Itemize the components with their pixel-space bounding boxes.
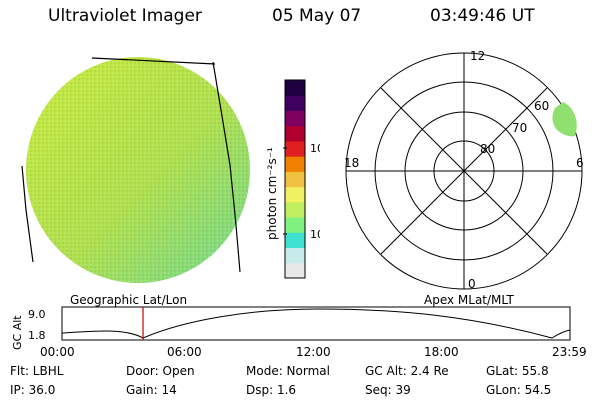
info-glon: GLon: 54.5	[486, 383, 552, 397]
colorbar-unit-label: photon cm⁻²s⁻¹	[265, 147, 279, 240]
timeline-xtick-0000: 00:00	[40, 345, 75, 359]
boundary-line-right	[212, 61, 241, 273]
info-gain: Gain: 14	[126, 383, 177, 397]
geographic-label: Geographic Lat/Lon	[70, 293, 188, 307]
mlat-label-70: 70	[512, 121, 527, 135]
colorbar-segment	[285, 140, 305, 157]
altitude-curve	[61, 308, 571, 339]
timeline-ylabel: GC Alt	[11, 315, 24, 350]
mlat-label-80: 80	[480, 142, 495, 156]
info-filter: Flt: LBHL	[10, 364, 64, 378]
plot-title: Ultraviolet Imager	[48, 6, 202, 26]
timeline-xtick-0600: 06:00	[167, 345, 202, 359]
plot-time: 03:49:46 UT	[430, 6, 535, 26]
orbit-altitude-timeline: GC Alt 9.0 1.8 00:00 06:00 12:00 18:00 2…	[11, 306, 587, 359]
meridian-diag-2	[380, 87, 548, 255]
info-mode: Mode: Normal	[246, 364, 330, 378]
boundary-line-left	[21, 165, 34, 263]
colorbar-segment	[285, 262, 305, 279]
mlt-label-12: 12	[470, 49, 485, 63]
info-gc-alt: GC Alt: 2.4 Re	[365, 364, 449, 378]
colorbar-segment	[285, 232, 305, 249]
colorbar-panel: 100 10 photon cm⁻²s⁻¹	[265, 79, 320, 279]
colorbar-frame	[284, 79, 306, 279]
info-seq: Seq: 39	[365, 383, 411, 397]
boundary-line-top	[91, 57, 216, 65]
colorbar-tick-label-100: 100	[310, 142, 320, 155]
colorbar-segment	[285, 156, 305, 172]
colorbar-segment	[285, 186, 305, 203]
colorbar	[285, 80, 305, 279]
mlat-label-60: 60	[534, 99, 549, 113]
info-door: Door: Open	[126, 364, 195, 378]
earth-disk-texture	[26, 57, 250, 283]
geographic-image-panel	[21, 57, 250, 283]
apex-label: Apex MLat/MLT	[424, 293, 514, 307]
timeline-ytick-9: 9.0	[28, 308, 46, 321]
auroral-patch	[552, 102, 577, 137]
mlt-label-18: 18	[344, 156, 359, 170]
colorbar-segment	[285, 201, 305, 218]
colorbar-segment	[285, 217, 305, 233]
timeline-ytick-1-8: 1.8	[28, 329, 46, 342]
plot-date: 05 May 07	[272, 6, 362, 26]
colorbar-segment	[285, 110, 305, 127]
timeline-frame	[61, 306, 571, 341]
colorbar-tick-label-10: 10	[310, 228, 320, 241]
info-glat: GLat: 55.8	[486, 364, 549, 378]
colorbar-segment	[285, 247, 305, 264]
mlt-label-6: 6	[576, 156, 584, 170]
timeline-xtick-1200: 12:00	[296, 345, 331, 359]
colorbar-segment	[285, 95, 305, 111]
colorbar-segment	[285, 125, 305, 142]
timeline-xtick-2359: 23:59	[552, 345, 587, 359]
polar-mlat-mlt-plot: 12 18 6 0 60 70 80	[344, 49, 584, 291]
colorbar-segment	[285, 80, 305, 96]
info-dsp: Dsp: 1.6	[246, 383, 297, 397]
colorbar-segment	[285, 171, 305, 188]
mlt-label-0: 0	[468, 277, 476, 291]
timeline-xtick-1800: 18:00	[424, 345, 459, 359]
info-ip: IP: 36.0	[10, 383, 56, 397]
